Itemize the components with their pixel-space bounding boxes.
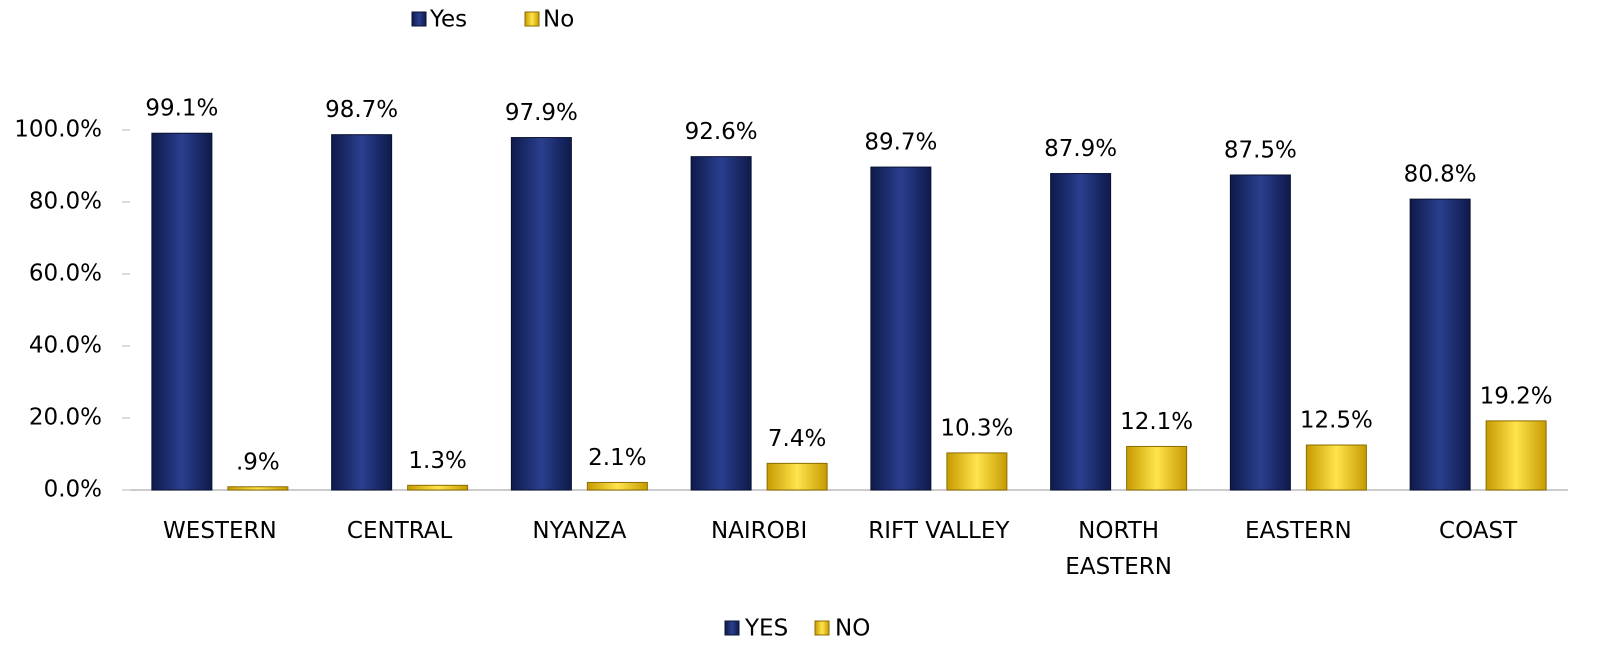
x-tick-label: NYANZA [532,518,627,544]
y-tick-label: 0.0% [44,477,102,503]
legend-label: No [543,7,574,33]
x-tick-label: COAST [1439,518,1518,544]
value-label: .9% [236,449,280,475]
bar [1485,420,1547,491]
value-label: 7.4% [768,426,826,452]
legend-label: NO [835,616,870,642]
value-label: 1.3% [408,448,466,474]
bar [766,462,828,491]
x-tick-label: NAIROBI [710,518,808,544]
value-label: 80.8% [1404,162,1477,188]
y-tick-label: 100.0% [14,117,102,143]
value-label: 12.5% [1300,408,1373,434]
bar [407,484,469,491]
bar [331,134,393,491]
x-tick-label: RIFT VALLEY [868,518,1010,544]
legend-swatch [724,620,740,636]
value-label: 89.7% [864,130,937,156]
x-tick-label: CENTRAL [346,518,453,544]
y-tick-label: 60.0% [29,261,102,287]
bar [1050,173,1112,491]
bar [586,481,648,491]
value-label: 2.1% [588,445,646,471]
value-label: 87.5% [1224,138,1297,164]
legend-label: YES [744,616,788,642]
value-label: 97.9% [505,100,578,126]
value-label: 12.1% [1120,409,1193,435]
x-tick-label: NORTH EASTERN [1065,518,1172,580]
bar [510,137,572,491]
bar [1126,445,1188,491]
x-tick-label: WESTERN [163,518,277,544]
value-label: 19.2% [1480,383,1553,409]
bar [227,486,289,491]
value-label: 99.1% [145,96,218,122]
value-label: 92.6% [685,119,758,145]
value-label: 98.7% [325,97,398,123]
legend-swatch [411,11,427,27]
value-label: 10.3% [940,415,1013,441]
y-tick-label: 20.0% [29,405,102,431]
legend-swatch [524,11,540,27]
bar [946,452,1008,491]
y-tick-label: 80.0% [29,189,102,215]
bar [151,132,213,491]
x-tick-label: EASTERN [1245,518,1352,544]
value-label: 87.9% [1044,136,1117,162]
bar [1409,198,1471,491]
bar [1305,444,1367,491]
bar [1229,174,1291,491]
y-tick-label: 40.0% [29,333,102,359]
bar [870,166,932,491]
bar [690,156,752,491]
legend-label: Yes [429,7,467,33]
legend-swatch [814,620,830,636]
